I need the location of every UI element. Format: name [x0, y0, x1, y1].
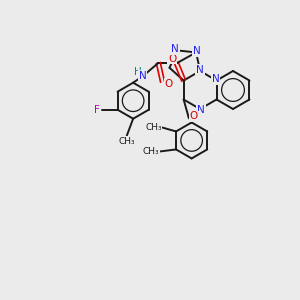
Text: CH₃: CH₃: [143, 147, 160, 156]
Text: N: N: [193, 46, 201, 56]
Text: F: F: [94, 105, 100, 115]
Text: N: N: [139, 70, 146, 80]
Text: N: N: [196, 65, 204, 75]
Text: O: O: [190, 111, 198, 121]
Text: N: N: [171, 44, 179, 54]
Text: H: H: [134, 67, 142, 76]
Text: N: N: [197, 105, 205, 115]
Text: N: N: [212, 74, 219, 85]
Text: O: O: [168, 54, 176, 64]
Text: CH₃: CH₃: [145, 123, 162, 132]
Text: CH₃: CH₃: [118, 137, 135, 146]
Text: O: O: [164, 79, 173, 89]
